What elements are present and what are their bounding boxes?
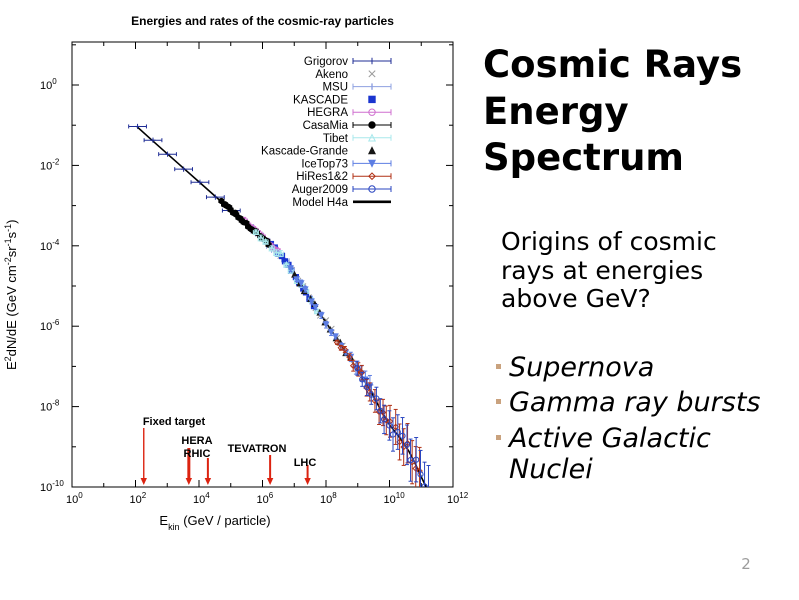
list-item-supernova: Supernova — [496, 352, 786, 383]
y-axis-label: E2dN/dE (GeV cm-2sr-1s-1) — [3, 220, 19, 370]
svg-text:IceTop73: IceTop73 — [301, 158, 348, 170]
svg-text:10-6: 10-6 — [40, 318, 60, 333]
origins-list: Supernova Gamma ray bursts Active Galact… — [496, 352, 786, 489]
svg-text:Grigorov: Grigorov — [304, 56, 348, 68]
x-axis-label: Ekin (GeV / particle) — [159, 513, 270, 532]
svg-text:100: 100 — [66, 491, 83, 506]
svg-text:104: 104 — [193, 491, 210, 506]
data-series — [128, 123, 431, 487]
svg-text:HiRes1&2: HiRes1&2 — [296, 171, 348, 183]
svg-text:10-4: 10-4 — [40, 238, 60, 253]
svg-text:10-10: 10-10 — [40, 479, 64, 494]
axis-ticks: 100 102 104 106 108 1010 1012 10-10 10-8 10-6 10-4… — [40, 42, 469, 506]
svg-text:CasaMia: CasaMia — [303, 120, 349, 132]
svg-text:Kascade-Grande: Kascade-Grande — [261, 146, 348, 158]
legend: GrigorovAkenoMSUKASCADEHEGRACasaMiaTibet… — [261, 56, 392, 209]
series-HiRes1&2 — [333, 339, 423, 487]
svg-text:Akeno: Akeno — [315, 69, 348, 81]
svg-text:100: 100 — [40, 77, 57, 92]
svg-text:Tibet: Tibet — [323, 133, 349, 145]
chart-title: Energies and rates of the cosmic-ray par… — [131, 14, 394, 28]
annotation-label-rhic: RHIC — [184, 448, 211, 460]
svg-text:108: 108 — [320, 491, 337, 506]
page-number: 2 — [741, 555, 751, 573]
svg-text:10-8: 10-8 — [40, 399, 60, 414]
annotation-label-tevatron: TEVATRON — [228, 443, 287, 455]
svg-text:Model H4a: Model H4a — [292, 197, 348, 209]
svg-text:Auger2009: Auger2009 — [292, 184, 348, 196]
series-Auger2009 — [354, 360, 431, 487]
svg-text:KASCADE: KASCADE — [293, 94, 348, 106]
svg-text:10-2: 10-2 — [40, 157, 60, 172]
svg-text:1010: 1010 — [384, 491, 406, 506]
list-item-active-galactic-nuclei: Active Galactic Nuclei — [496, 423, 786, 486]
svg-text:106: 106 — [257, 491, 274, 506]
svg-text:MSU: MSU — [322, 82, 348, 94]
slide-title: Cosmic Rays Energy Spectrum — [483, 43, 743, 180]
slide-question-text: Origins of cosmic rays at energies above… — [501, 227, 717, 313]
annotation-label-lhc: LHC — [294, 457, 317, 469]
annotation-label-fixed-target: Fixed target — [143, 416, 206, 428]
spectrum-chart: Energies and rates of the cosmic-ray par… — [3, 14, 469, 532]
list-item-gamma-ray-bursts: Gamma ray bursts — [496, 387, 786, 418]
svg-text:HEGRA: HEGRA — [307, 107, 348, 119]
spectrum-chart-svg: Energies and rates of the cosmic-ray par… — [3, 14, 469, 532]
annotation-label-hera: HERA — [181, 435, 212, 447]
svg-text:102: 102 — [130, 491, 147, 506]
svg-text:1012: 1012 — [447, 491, 469, 506]
